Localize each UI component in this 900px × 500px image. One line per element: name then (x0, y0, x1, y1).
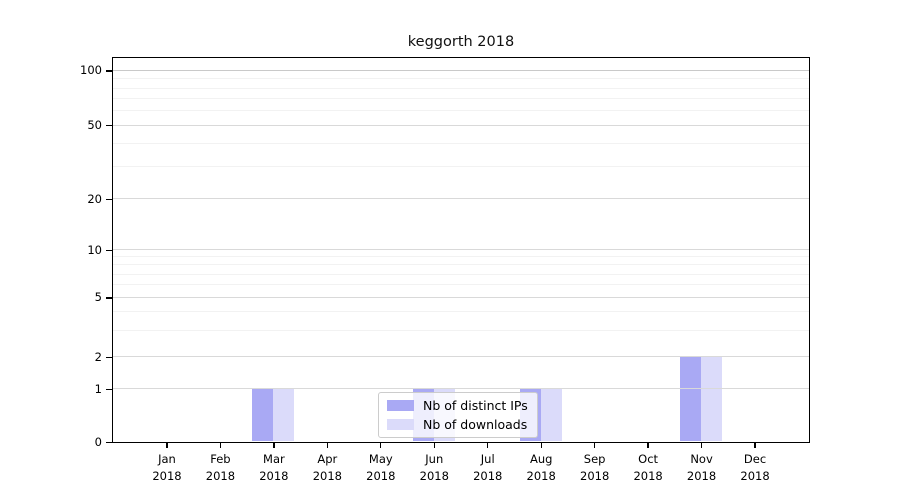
x-tick-month: Feb (210, 452, 231, 466)
x-tick-month: Jul (480, 452, 495, 466)
y-tick-mark-0 (106, 441, 112, 443)
x-tick-year: 2018 (633, 468, 663, 483)
x-tick-label-may: May 2018 (349, 451, 413, 484)
x-tick-month: Aug (529, 452, 553, 466)
legend: Nb of distinct IPs Nb of downloads (378, 392, 538, 438)
x-tick-year: 2018 (419, 468, 449, 483)
x-tick-label-sep: Sep 2018 (563, 451, 627, 484)
legend-swatch-downloads (387, 419, 414, 430)
x-tick-month: Oct (638, 452, 659, 466)
x-tick-month: Nov (690, 452, 713, 466)
bars-layer (113, 58, 809, 442)
x-tick-year: 2018 (312, 468, 342, 483)
legend-entry-downloads: Nb of downloads (387, 417, 528, 432)
x-tick-year: 2018 (526, 468, 556, 483)
x-tick-mark-sep (594, 443, 596, 448)
legend-label-distinct-ips: Nb of distinct IPs (423, 398, 528, 413)
y-tick-label-1: 1 (94, 381, 102, 396)
x-tick-label-nov: Nov 2018 (670, 451, 734, 484)
y-tick-label-0: 0 (94, 434, 102, 449)
x-tick-label-mar: Mar 2018 (242, 451, 306, 484)
x-tick-month: Dec (743, 452, 767, 466)
x-tick-month: Jun (425, 452, 444, 466)
x-tick-month: Sep (583, 452, 606, 466)
legend-label-downloads: Nb of downloads (423, 417, 528, 432)
y-tick-label-5: 5 (94, 290, 102, 305)
x-tick-label-aug: Aug 2018 (509, 451, 573, 484)
bar-mar-distinct-ips (252, 388, 274, 441)
x-tick-year: 2018 (205, 468, 236, 483)
bar-mar-downloads (273, 388, 295, 441)
y-axis: 0 1 2 5 10 20 50 100 (0, 57, 112, 449)
x-tick-label-jun: Jun 2018 (402, 451, 466, 484)
y-tick-mark-1 (106, 388, 112, 391)
x-tick-mark-oct (647, 443, 649, 448)
x-axis: Jan 2018 Feb 2018 Mar 2018 Apr 2018 May 2018 Jun 20… (112, 443, 810, 498)
x-tick-mark-jul (487, 443, 489, 448)
x-tick-mark-apr (326, 443, 328, 448)
x-tick-mark-aug (540, 443, 542, 448)
x-tick-mark-dec (754, 443, 756, 448)
legend-entry-distinct-ips: Nb of distinct IPs (387, 398, 528, 413)
chart-title: keggorth 2018 (407, 34, 515, 50)
x-tick-label-apr: Apr 2018 (295, 451, 359, 484)
y-tick-label-10: 10 (87, 242, 102, 257)
x-tick-mark-nov (700, 443, 703, 448)
x-tick-month: Jan (158, 452, 176, 466)
x-tick-year: 2018 (259, 468, 289, 483)
x-tick-year: 2018 (366, 468, 396, 483)
bar-nov-distinct-ips (680, 356, 702, 441)
bar-aug-downloads (540, 388, 562, 441)
legend-swatch-distinct-ips (387, 400, 414, 411)
x-tick-mark-jan (166, 443, 168, 448)
x-tick-label-oct: Oct 2018 (616, 451, 680, 484)
x-tick-mark-may (380, 443, 382, 448)
x-tick-label-feb: Feb 2018 (188, 451, 252, 484)
y-tick-label-2: 2 (94, 349, 102, 364)
bar-nov-downloads (701, 356, 723, 441)
y-tick-mark-10 (106, 249, 112, 251)
x-tick-label-dec: Dec 2018 (723, 451, 787, 484)
x-tick-year: 2018 (740, 468, 770, 483)
y-tick-mark-20 (106, 198, 112, 201)
x-tick-month: May (368, 452, 393, 466)
x-tick-year: 2018 (152, 468, 182, 483)
y-tick-label-20: 20 (87, 191, 102, 206)
y-tick-label-50: 50 (87, 118, 102, 133)
x-tick-month: Mar (263, 452, 285, 466)
x-tick-month: Apr (317, 452, 338, 466)
x-tick-mark-jun (433, 443, 435, 448)
y-tick-label-100: 100 (80, 63, 102, 78)
y-tick-mark-100 (106, 70, 112, 72)
x-tick-mark-mar (273, 443, 275, 448)
plot-area: Nb of distinct IPs Nb of downloads (112, 57, 810, 443)
y-tick-mark-2 (106, 356, 112, 359)
x-tick-label-jul: Jul 2018 (456, 451, 520, 484)
x-tick-label-jan: Jan 2018 (135, 451, 199, 484)
y-tick-mark-5 (106, 297, 112, 299)
x-tick-year: 2018 (473, 468, 503, 483)
x-tick-mark-feb (219, 443, 222, 448)
x-tick-year: 2018 (686, 468, 717, 483)
y-tick-mark-50 (106, 125, 112, 127)
x-tick-year: 2018 (580, 468, 610, 483)
